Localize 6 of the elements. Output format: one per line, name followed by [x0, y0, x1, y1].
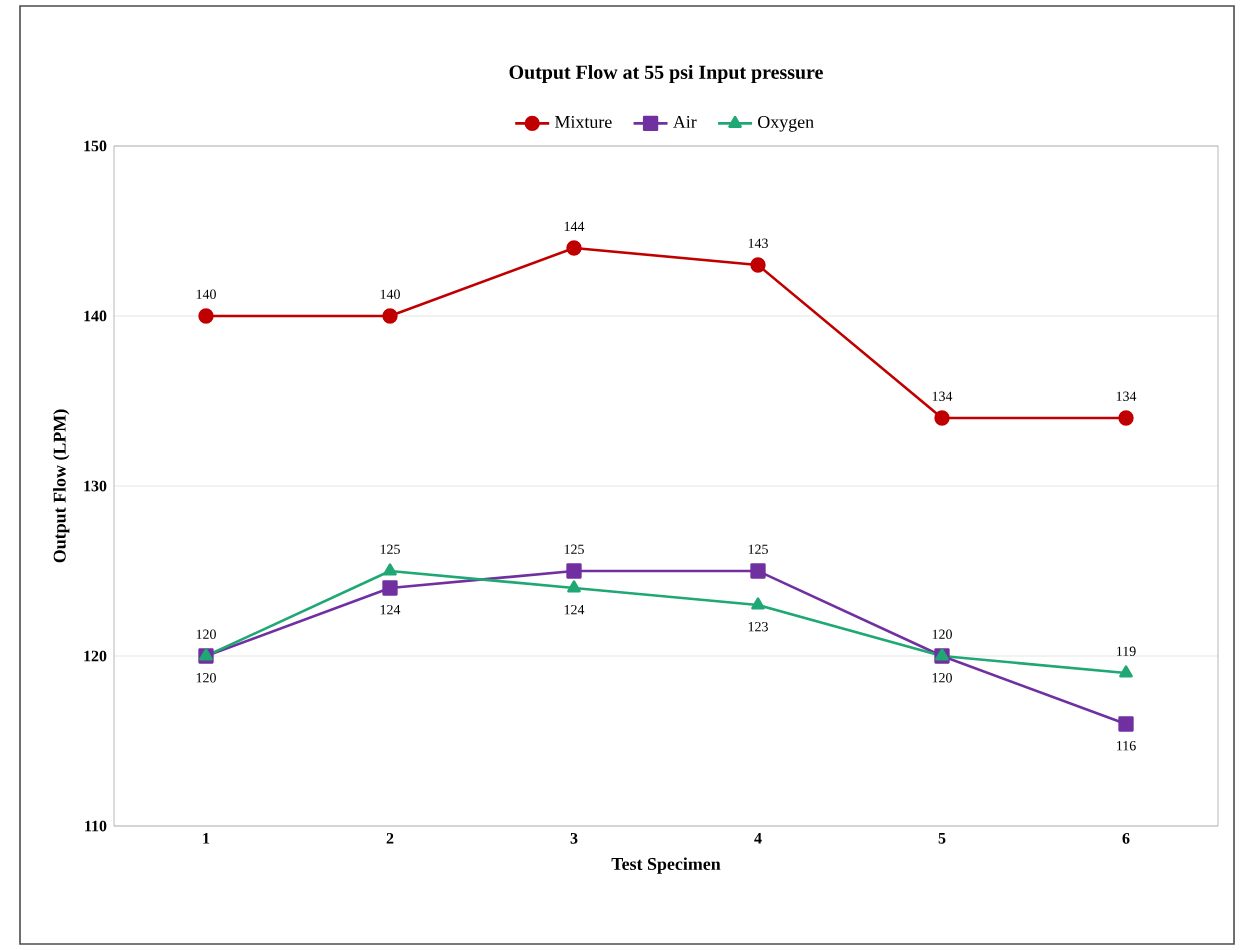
y-axis-title: Output Flow (LPM): [53, 409, 70, 563]
x-axis-title: Test Specimen: [611, 857, 721, 874]
legend-label: Oxygen: [758, 115, 814, 132]
legend-label: Air: [673, 115, 697, 128]
legend-label: Mixture: [555, 115, 612, 129]
chart-title: Output Flow at 55 psi Input pressure: [509, 64, 823, 84]
